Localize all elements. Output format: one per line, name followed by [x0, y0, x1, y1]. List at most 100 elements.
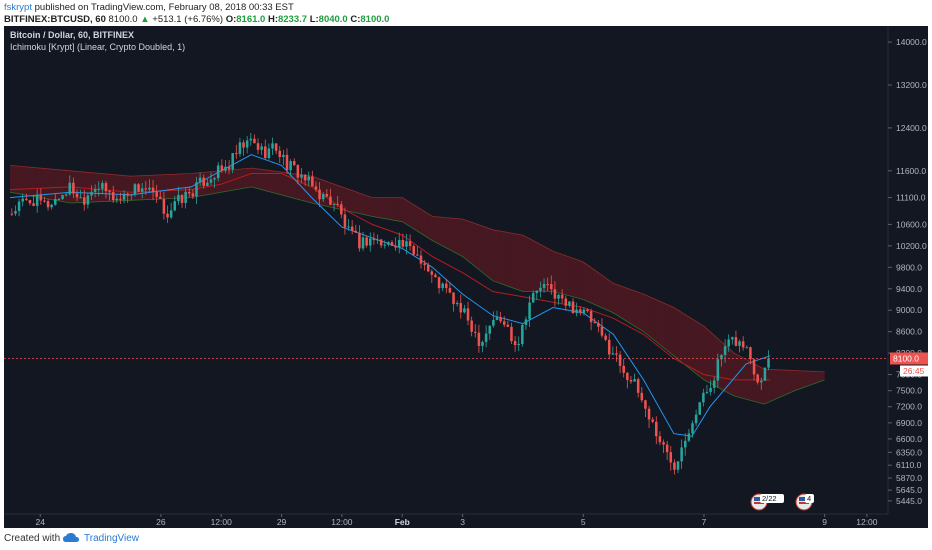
symbol-label: BITFINEX:BTCUSD, 60: [4, 14, 106, 25]
candle-body: [481, 341, 484, 346]
cloud-band: [607, 279, 611, 312]
candle-body: [752, 359, 756, 375]
candle-body: [151, 187, 155, 193]
cloud-band: [577, 259, 581, 299]
candle-body: [531, 293, 535, 303]
cloud-band: [559, 253, 563, 294]
candle-body: [300, 174, 303, 178]
candle-body: [21, 198, 24, 202]
cloud-band: [172, 174, 176, 199]
cloud-band: [417, 206, 421, 233]
x-tick-label: 12:00: [856, 517, 878, 527]
candle-body: [227, 166, 231, 170]
legend-indicator[interactable]: Ichimoku [Krypt] (Linear, Crypto Doubled…: [10, 42, 186, 52]
candle-body: [249, 138, 253, 141]
y-tick-label: 13200.0: [896, 80, 927, 90]
candle-body: [408, 241, 412, 247]
cloud-band: [299, 174, 303, 201]
cloud-band: [691, 318, 695, 373]
candle-body: [343, 214, 347, 228]
candle-body: [683, 440, 687, 448]
cloud-band: [363, 194, 367, 216]
chart-canvas[interactable]: 14000.0 13200.0 12400.0 11600.0 11100.0 10600…: [4, 26, 928, 528]
author-link[interactable]: fskrypt: [4, 2, 32, 13]
candle-body: [220, 165, 224, 171]
footer-created-text: Created with: [4, 533, 61, 544]
cloud-band: [492, 229, 496, 282]
candle-body: [303, 174, 307, 181]
cloud-band: [474, 223, 478, 269]
cloud-band: [444, 217, 448, 249]
candle-body: [271, 143, 274, 149]
candle-body: [35, 194, 39, 206]
cloud-band: [628, 288, 632, 325]
cloud-band: [535, 241, 539, 292]
cloud-band: [188, 173, 192, 198]
cloud-band: [688, 316, 692, 371]
cloud-band: [414, 205, 418, 232]
y-tick-label: 7500.0: [896, 386, 922, 396]
candle-body: [669, 452, 673, 463]
cloud-band: [556, 252, 560, 294]
cloud-band: [731, 350, 735, 397]
cloud-band: [242, 168, 246, 189]
cloud-band: [734, 353, 738, 397]
candle-body: [14, 210, 17, 214]
candle-body: [604, 335, 607, 340]
cloud-band: [163, 174, 167, 199]
cloud-band: [531, 239, 536, 292]
cloud-band: [281, 172, 285, 196]
candle-body: [278, 150, 282, 158]
candle-body: [578, 309, 582, 313]
cloud-band: [586, 264, 590, 303]
candle-body: [571, 301, 575, 314]
cloud-band: [450, 217, 454, 252]
candle-body: [32, 203, 35, 206]
candle-body: [253, 138, 256, 144]
candle-body: [647, 408, 651, 420]
candle-body: [709, 387, 712, 392]
candle-body: [111, 192, 115, 201]
y-tick-label: 8600.0: [896, 327, 922, 337]
chart-area[interactable]: 14000.0 13200.0 12400.0 11600.0 11100.0 10600…: [4, 26, 928, 528]
candle-body: [455, 303, 459, 305]
cloud-band: [725, 345, 729, 393]
footer-brand-link[interactable]: TradingView: [84, 533, 140, 544]
cloud-band: [592, 268, 596, 305]
cloud-band: [595, 270, 599, 307]
cloud-band: [360, 193, 364, 215]
base-line: [9, 173, 771, 381]
candle-body: [452, 292, 455, 305]
x-tick-label: 12:00: [211, 517, 233, 527]
cloud-band: [749, 361, 753, 401]
candle-body: [332, 203, 336, 205]
flag-stripe: [799, 502, 809, 504]
candle-body: [213, 178, 216, 180]
cloud-band: [794, 370, 798, 391]
cloud-band: [589, 266, 593, 304]
cloud-band: [643, 294, 647, 335]
cloud-band: [169, 174, 173, 199]
cloud-band: [28, 167, 32, 196]
candle-body: [390, 242, 394, 246]
candle-body: [495, 317, 499, 320]
cloud-band: [655, 299, 659, 344]
cloud-band: [553, 251, 557, 293]
y-tick-label: 6110.0: [896, 460, 922, 470]
candle-body: [260, 146, 263, 150]
candle-body: [589, 311, 593, 323]
cloud-band: [350, 190, 354, 213]
candle-body: [513, 341, 517, 346]
cloud-band: [519, 234, 523, 292]
event-count-bg: [760, 494, 784, 503]
candle-body: [296, 165, 300, 178]
candle-body: [763, 367, 767, 381]
cloud-band: [480, 225, 484, 274]
candle-body: [17, 201, 21, 211]
candle-body: [618, 354, 622, 366]
cloud-band: [649, 296, 653, 339]
candle-body: [130, 194, 133, 196]
cloud-band: [384, 197, 388, 220]
candle-body: [282, 154, 285, 158]
candle-body: [712, 380, 716, 388]
